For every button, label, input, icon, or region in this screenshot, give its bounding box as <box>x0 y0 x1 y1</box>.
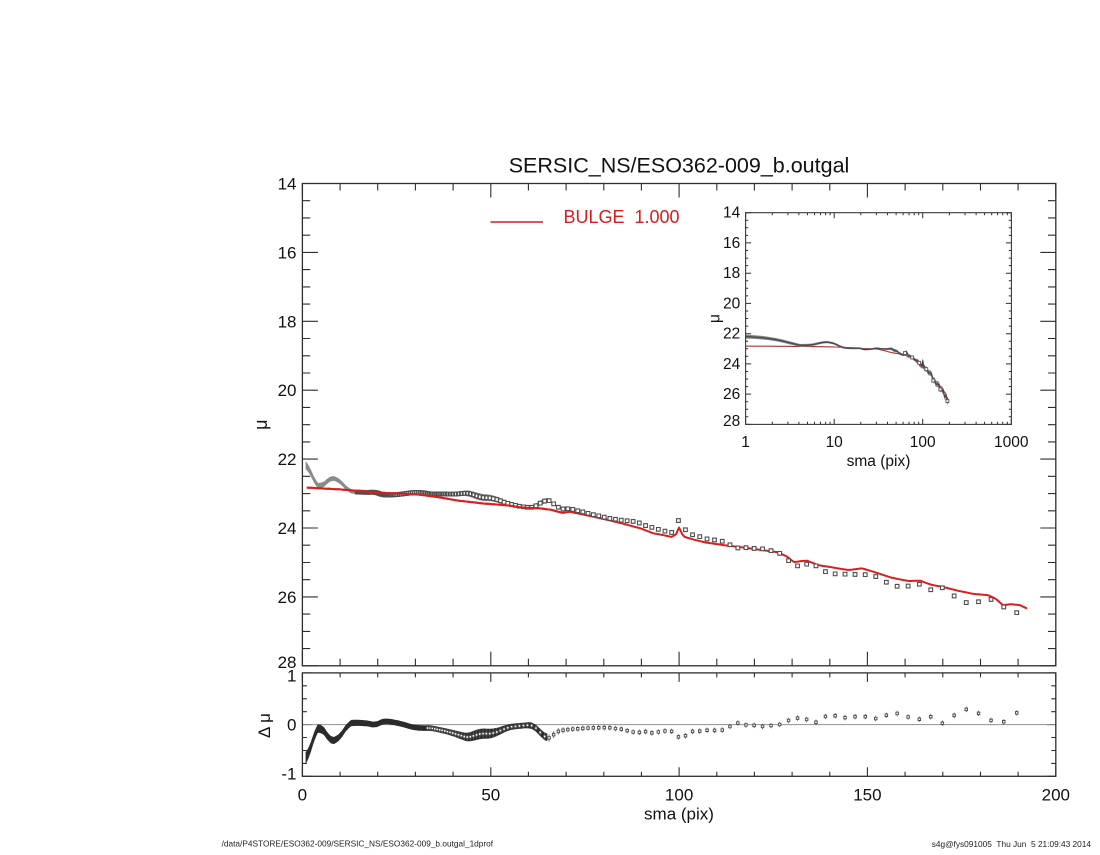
svg-text:22: 22 <box>723 326 740 343</box>
svg-text:28: 28 <box>278 653 297 672</box>
svg-text:10: 10 <box>826 434 844 451</box>
svg-text:100: 100 <box>910 434 936 451</box>
svg-text:1000: 1000 <box>994 434 1029 451</box>
svg-text:Δ μ: Δ μ <box>255 713 274 738</box>
svg-text:100: 100 <box>665 786 693 805</box>
svg-text:24: 24 <box>723 356 741 373</box>
svg-text:0: 0 <box>298 786 307 805</box>
svg-text:/data/P4STORE/ESO362-009/SERSI: /data/P4STORE/ESO362-009/SERSIC_NS/ESO36… <box>222 839 494 849</box>
svg-text:150: 150 <box>853 786 881 805</box>
svg-text:18: 18 <box>723 265 740 282</box>
svg-text:26: 26 <box>723 386 740 403</box>
svg-text:1: 1 <box>741 434 750 451</box>
svg-text:28: 28 <box>723 413 740 430</box>
svg-text:0: 0 <box>287 716 296 735</box>
svg-text:20: 20 <box>723 295 741 312</box>
svg-text:sma (pix): sma (pix) <box>644 805 714 824</box>
svg-text:14: 14 <box>278 175 297 194</box>
svg-text:μ: μ <box>707 314 724 323</box>
svg-text:24: 24 <box>278 519 297 538</box>
svg-text:sma (pix): sma (pix) <box>847 453 911 470</box>
svg-text:-1: -1 <box>281 765 296 784</box>
svg-text:16: 16 <box>278 243 297 262</box>
svg-text:50: 50 <box>481 786 500 805</box>
svg-text:20: 20 <box>278 381 297 400</box>
svg-text:SERSIC_NS/ESO362-009_b.outgal: SERSIC_NS/ESO362-009_b.outgal <box>509 154 850 178</box>
svg-text:16: 16 <box>723 235 740 252</box>
svg-text:BULGE 1.000: BULGE 1.000 <box>564 207 680 227</box>
svg-text:μ: μ <box>251 420 271 430</box>
svg-text:s4g@fys091005 Thu Jun 5 21:0: s4g@fys091005 Thu Jun 5 21:09:43 2014 <box>932 839 1092 849</box>
svg-text:14: 14 <box>723 205 741 222</box>
svg-text:1: 1 <box>287 667 296 686</box>
svg-text:26: 26 <box>278 588 297 607</box>
svg-text:18: 18 <box>278 312 297 331</box>
svg-text:200: 200 <box>1042 786 1070 805</box>
svg-text:22: 22 <box>278 450 297 469</box>
